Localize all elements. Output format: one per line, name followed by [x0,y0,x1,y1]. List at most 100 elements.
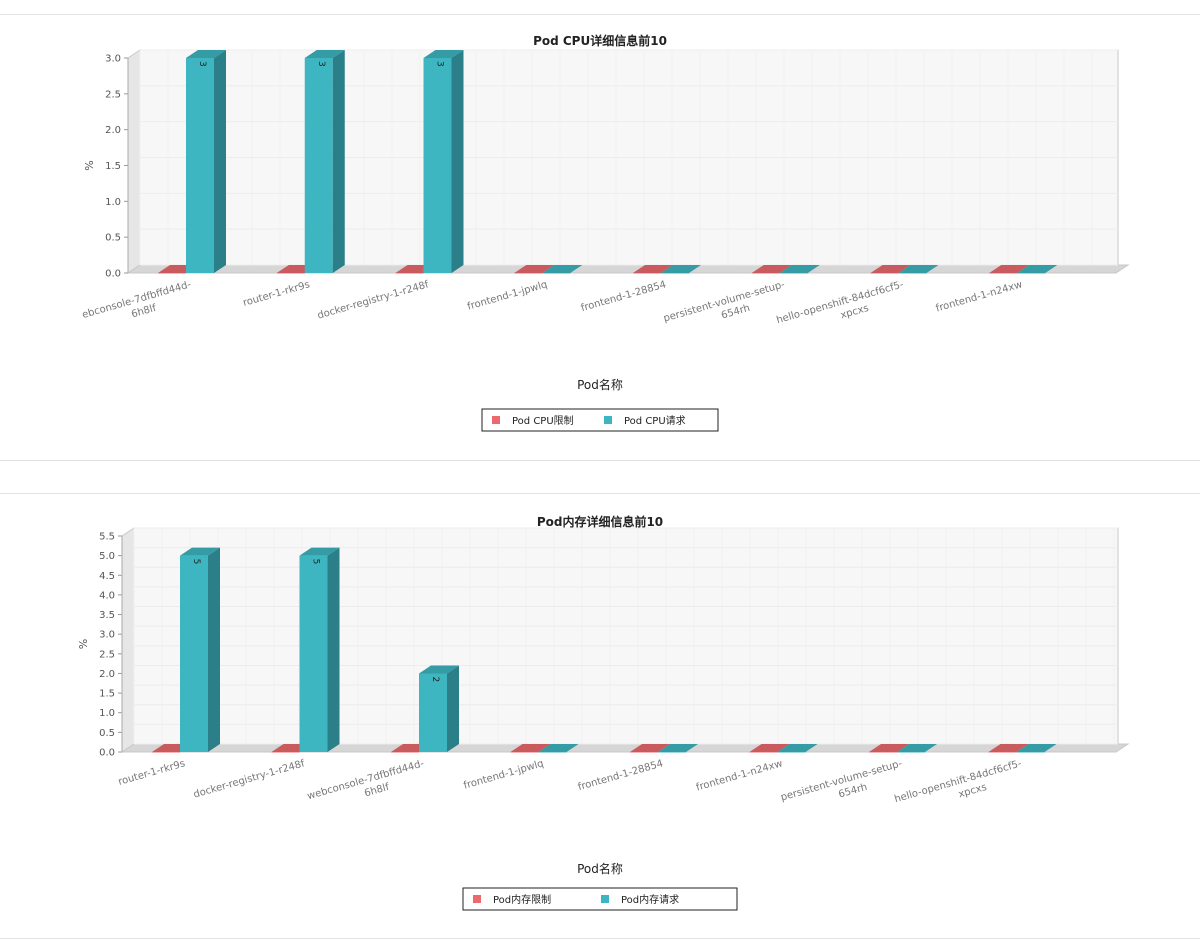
bar-top-5-series-0 [749,744,790,752]
legend-label-1: Pod内存请求 [621,893,679,906]
bar-7-series-1 [1016,752,1045,753]
top-divider [0,14,1200,15]
y-tick-label: 3.0 [105,54,121,65]
x-category-label-4: frontend-1-28854 [580,279,668,314]
x-category-label-4: frontend-1-28854 [577,758,665,793]
cpu-chart: Pod CPU详细信息前10 0.0 0.5 1.0 1.5 2.0 2.5 3.0% 3 ebc… [81,33,1130,432]
middle-divider-2 [0,493,1200,494]
x-category-label-1: docker-registry-1-r248f [192,758,306,800]
bar-top-3-series-0 [514,265,555,273]
bar-top-2-series-1 [419,665,459,674]
x-category-line: frontend-1-jpwlq [466,279,548,312]
plot-group: Pod CPU详细信息前10 0.0 0.5 1.0 1.5 2.0 2.5 3.0% 3 ebc… [81,33,1130,432]
back-wall [133,527,1119,745]
bar-4-series-0 [633,273,661,274]
bar-top-6-series-0 [869,744,909,752]
bar-1-series-0 [276,273,305,274]
bar-side-0-series-1 [208,547,220,752]
bar-top-7-series-0 [989,265,1030,273]
bar-top-6-series-1 [898,265,939,273]
bar-side-1-series-1 [332,50,345,273]
x-category-line: docker-registry-1-r248f [192,758,306,800]
bar-6-series-0 [870,273,899,274]
bar-top-5-series-1 [777,744,818,752]
bar-0-series-1 [180,555,208,752]
bar-top-3-series-0 [510,744,551,752]
legend-label-1: Pod CPU请求 [624,414,686,427]
bar-value-label-2: 3 [435,61,445,67]
bar-side-2-series-1 [451,50,464,273]
y-tick-label: 5.0 [99,551,115,562]
bar-top-4-series-0 [633,265,673,273]
legend-swatch-1 [604,416,612,424]
x-category-line: hello-openshift-84dcf6cf5- [775,279,905,326]
y-tick-label: 2.0 [99,669,115,680]
bar-top-6-series-1 [897,744,937,752]
floor [126,264,1130,274]
bar-3-series-0 [514,273,543,274]
bar-top-5-series-1 [779,265,820,273]
plot-group: Pod内存详细信息前10 0.0 0.5 1.0 1.5 2.0 2.5 3.0 3.5 4.0 4… [77,514,1130,911]
x-axis-label: Pod名称 [577,377,623,392]
memory-chart-panel: Pod内存详细信息前10 0.0 0.5 1.0 1.5 2.0 2.5 3.0 3.5 4.0 4… [0,494,1200,938]
y-tick-label: 0.0 [105,269,121,280]
y-tick-label: 1.5 [105,161,121,172]
bar-3-series-0 [510,752,539,753]
bar-5-series-1 [779,273,808,274]
bar-value-label-2: 2 [430,676,440,682]
cpu-chart-panel: Pod CPU详细信息前10 0.0 0.5 1.0 1.5 2.0 2.5 3.0% 3 ebc… [0,15,1200,460]
x-category-line: frontend-1-n24xw [695,758,784,793]
bar-value-label-0: 3 [197,61,207,67]
bar-0-series-1 [186,58,214,273]
x-category-label-7: hello-openshift-84dcf6cf5-xpcxs [893,758,1027,817]
bar-7-series-1 [1017,273,1046,274]
legend-label-0: Pod内存限制 [493,893,551,906]
y-tick-label: 2.0 [105,125,121,136]
legend-swatch-0 [473,895,481,903]
left-wall [121,527,135,753]
x-category-label-2: webconsole-7dfbffd44d-6h8lf [306,758,429,815]
y-tick-label: 4.0 [99,590,115,601]
bar-5-series-0 [749,752,778,753]
bar-1-series-0 [271,752,300,753]
bottom-divider [0,938,1200,939]
middle-divider-1 [0,460,1200,461]
bar-side-0-series-1 [214,50,226,273]
bar-0-series-0 [158,273,186,274]
x-category-label-6: persistent-volume-setup-654rh [780,758,908,816]
x-category-line: router-1-rkr9s [117,758,186,788]
x-category-label-0: router-1-rkr9s [117,758,186,788]
bar-top-5-series-0 [751,265,792,273]
chart-title: Pod内存详细信息前10 [537,514,663,529]
bar-top-3-series-1 [538,744,579,752]
bar-5-series-1 [777,752,806,753]
x-category-line: frontend-1-n24xw [935,279,1024,314]
bar-top-4-series-1 [658,744,698,752]
bar-3-series-1 [542,273,571,274]
bar-4-series-1 [658,752,686,753]
bar-top-7-series-0 [988,744,1029,752]
x-category-label-5: persistent-volume-setup-654rh [662,279,790,337]
bar-0-series-0 [152,752,180,753]
y-tick-label: 1.0 [105,197,121,208]
legend-swatch-0 [492,416,500,424]
x-category-label-3: frontend-1-jpwlq [466,279,548,312]
legend-label-0: Pod CPU限制 [512,414,574,427]
y-tick-label: 0.5 [105,233,121,244]
bar-3-series-1 [538,752,567,753]
x-category-label-3: frontend-1-jpwlq [462,758,544,791]
bar-value-label-0: 5 [191,559,201,565]
x-category-line: router-1-rkr9s [242,279,311,309]
legend-swatch-1 [601,895,609,903]
x-category-line: frontend-1-jpwlq [462,758,544,791]
bar-top-6-series-0 [870,265,911,273]
bar-4-series-1 [661,273,689,274]
x-category-label-2: docker-registry-1-r248f [316,279,430,321]
bar-top-7-series-1 [1017,265,1058,273]
legend-box [462,887,738,911]
memory-chart: Pod内存详细信息前10 0.0 0.5 1.0 1.5 2.0 2.5 3.0 3.5 4.0 4… [77,514,1130,911]
bar-2-series-1 [419,673,447,752]
bar-top-0-series-1 [186,50,226,58]
y-tick-label: 1.5 [99,689,115,700]
chart-title: Pod CPU详细信息前10 [533,33,667,48]
